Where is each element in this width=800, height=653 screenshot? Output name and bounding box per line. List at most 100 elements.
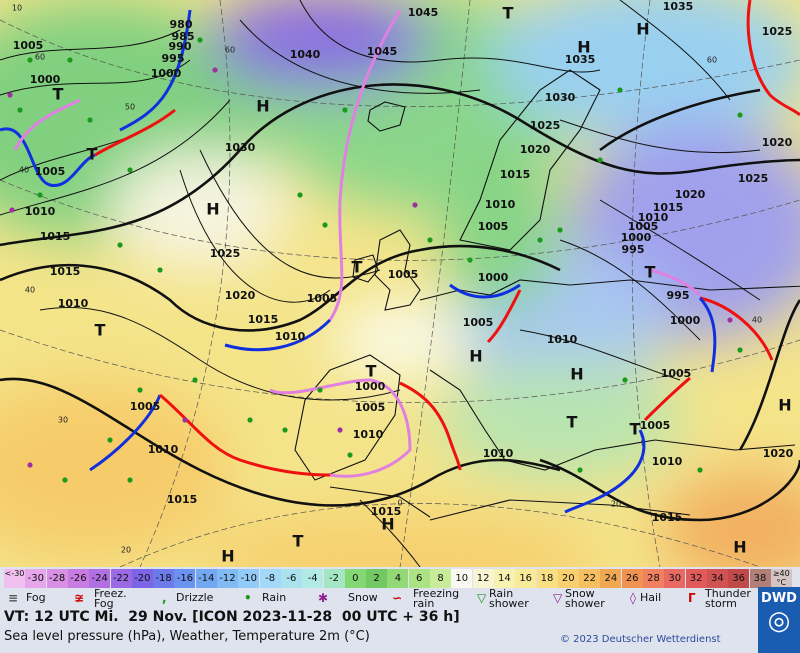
low-label: T — [630, 420, 641, 439]
low-label: T — [366, 362, 377, 381]
temperature-cell: 24 — [600, 569, 622, 588]
rain-symbol — [322, 222, 328, 228]
legend-label: Snow shower — [565, 587, 605, 610]
rain-symbol — [17, 107, 23, 113]
pressure-label: 1000 — [151, 67, 182, 80]
rain-symbol — [192, 377, 198, 383]
rain-symbol — [197, 37, 203, 43]
high-label: H — [636, 20, 649, 39]
low-label: T — [87, 145, 98, 164]
logo-text: DWD — [761, 591, 797, 606]
rain-symbol — [182, 417, 188, 423]
rain-symbol — [127, 167, 133, 173]
rain-symbol — [9, 207, 15, 213]
pressure-label: 1015 — [50, 265, 81, 278]
temperature-cell: -12 — [217, 569, 238, 588]
temperature-cell: 4 — [387, 569, 409, 588]
low-label: T — [53, 85, 64, 104]
temperature-cell: -10 — [238, 569, 260, 588]
pressure-label: 1010 — [58, 297, 89, 310]
rain-shower-icon: ▽ — [477, 591, 487, 605]
pressure-label: 1005 — [478, 220, 509, 233]
pressure-label: 1005 — [355, 401, 386, 414]
pressure-label: 1005 — [130, 400, 161, 413]
rain-symbol — [27, 462, 33, 468]
temperature-cell: 22 — [579, 569, 601, 588]
pressure-label: 1015 — [167, 493, 198, 506]
legend: <-30 -30 -28 -26 -24 -22 -20 -18 -16 -14 -12 -10 -8-… — [0, 567, 800, 653]
pressure-label: 1020 — [520, 143, 551, 156]
pressure-label: 1015 — [371, 505, 402, 518]
high-label: H — [570, 365, 583, 384]
high-label: H — [469, 347, 482, 366]
rain-symbol — [537, 237, 543, 243]
legend-label: Hail — [640, 591, 662, 604]
pressure-label: 1020 — [675, 188, 706, 201]
hail-icon: ◊ — [630, 591, 636, 605]
low-label: T — [645, 263, 656, 282]
rain-symbol — [117, 242, 123, 248]
legend-label: Drizzle — [176, 591, 214, 604]
temperature-cell: ≥40 °C — [770, 569, 792, 588]
high-label: H — [221, 547, 234, 566]
legend-label: Snow — [348, 591, 378, 604]
pressure-label: 1005 — [388, 268, 419, 281]
temperature-cell: -24 — [89, 569, 111, 588]
pressure-label: 995 — [622, 243, 645, 256]
grid-label: 40 — [19, 166, 29, 175]
rain-symbol — [67, 57, 73, 63]
weather-map: 1005100010051010101510151010980985990995… — [0, 0, 800, 567]
grid-label: 10 — [12, 4, 22, 13]
pressure-label: 1000 — [355, 380, 386, 393]
rain-symbol — [577, 467, 583, 473]
pressure-label: 1010 — [483, 447, 514, 460]
rain-symbol — [697, 467, 703, 473]
pressure-label: 1005 — [661, 367, 692, 380]
rain-symbol — [282, 427, 288, 433]
grid-label: 60 — [707, 56, 717, 65]
temperature-cell: -28 — [46, 569, 68, 588]
temperature-cell: -20 — [131, 569, 153, 588]
rain-symbol — [347, 452, 353, 458]
high-label: H — [381, 515, 394, 534]
freezing-rain-icon: ∽ — [392, 591, 403, 605]
pressure-label: 1010 — [275, 330, 306, 343]
high-label: H — [577, 38, 590, 57]
low-label: T — [95, 321, 106, 340]
pressure-label: 1010 — [485, 198, 516, 211]
rain-symbol — [427, 237, 433, 243]
pressure-label: 1010 — [652, 455, 683, 468]
grid-label: 50 — [125, 103, 135, 112]
rain-symbol — [247, 417, 253, 423]
fronts — [0, 0, 800, 514]
pressure-label: 1010 — [353, 428, 384, 441]
pressure-label: 1045 — [367, 45, 398, 58]
grid-label: 20 — [611, 500, 621, 509]
legend-label: Fog — [26, 591, 46, 604]
rain-symbol — [412, 202, 418, 208]
temperature-cell: -14 — [195, 569, 217, 588]
temperature-cell: 18 — [536, 569, 558, 588]
high-label: H — [256, 97, 269, 116]
pressure-label: 1000 — [30, 73, 61, 86]
pressure-label: 1010 — [25, 205, 56, 218]
rain-symbol — [107, 437, 113, 443]
high-label: H — [206, 200, 219, 219]
low-label: T — [503, 4, 514, 23]
pressure-label: 985 — [172, 30, 195, 43]
grid-label: 60 — [225, 46, 235, 55]
rain-symbol — [137, 387, 143, 393]
temperature-cell: <-30 — [4, 569, 25, 588]
temperature-cell: 20 — [557, 569, 579, 588]
temperature-cell: 6 — [408, 569, 430, 588]
rain-symbol — [212, 67, 218, 73]
fog-icon: ≡ — [8, 591, 19, 605]
temperature-cell: 28 — [643, 569, 664, 588]
temperature-cell: 2 — [366, 569, 388, 588]
temperature-cell: 12 — [472, 569, 494, 588]
temperature-cell: 26 — [621, 569, 643, 588]
legend-label: Freez. Fog — [94, 587, 127, 610]
low-label: T — [293, 532, 304, 551]
rain-icon: • — [244, 591, 252, 605]
pressure-label: 1000 — [670, 314, 701, 327]
